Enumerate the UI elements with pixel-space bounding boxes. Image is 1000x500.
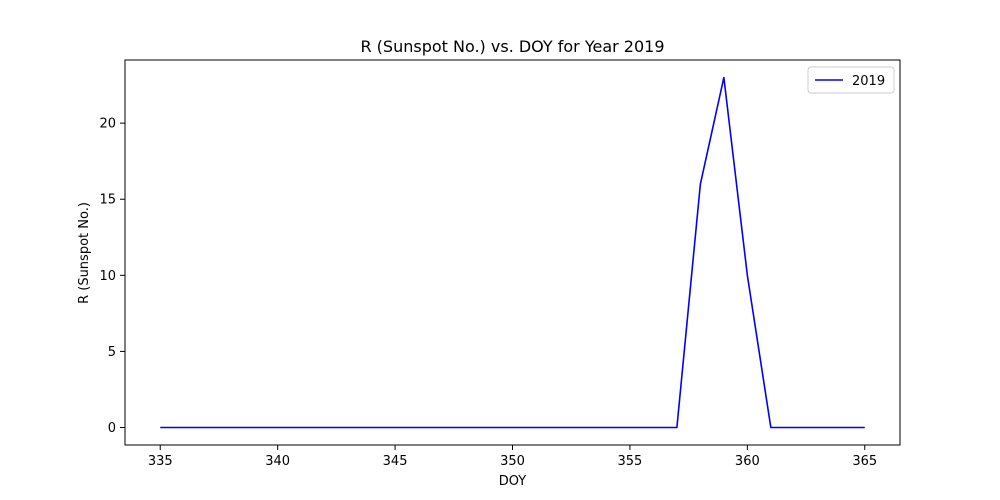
x-tick-label: 340 xyxy=(265,454,290,469)
legend-label-2019: 2019 xyxy=(852,74,885,89)
series-layer xyxy=(160,76,865,429)
y-axis-label: R (Sunspot No.) xyxy=(77,202,92,304)
x-axis-ticks: 335 340 345 350 355 360 365 xyxy=(148,445,877,469)
y-axis-ticks: 0 5 10 15 20 xyxy=(99,117,125,436)
chart-title: R (Sunspot No.) vs. DOY for Year 2019 xyxy=(360,37,664,56)
series-line-2019 xyxy=(160,76,865,429)
x-tick-label: 360 xyxy=(735,454,760,469)
y-tick-label: 20 xyxy=(99,117,116,132)
x-axis-label: DOY xyxy=(499,474,527,489)
x-tick-label: 355 xyxy=(618,454,643,469)
legend-box xyxy=(807,66,895,94)
y-tick-label: 15 xyxy=(99,193,116,208)
y-tick-label: 10 xyxy=(99,269,116,284)
x-tick-label: 350 xyxy=(500,454,525,469)
x-tick-label: 345 xyxy=(383,454,408,469)
y-tick-label: 0 xyxy=(108,421,116,436)
x-tick-label: 365 xyxy=(852,454,877,469)
y-tick-label: 5 xyxy=(108,345,116,360)
x-tick-label: 335 xyxy=(148,454,173,469)
legend: 2019 xyxy=(807,66,895,94)
plot-frame xyxy=(124,59,901,446)
